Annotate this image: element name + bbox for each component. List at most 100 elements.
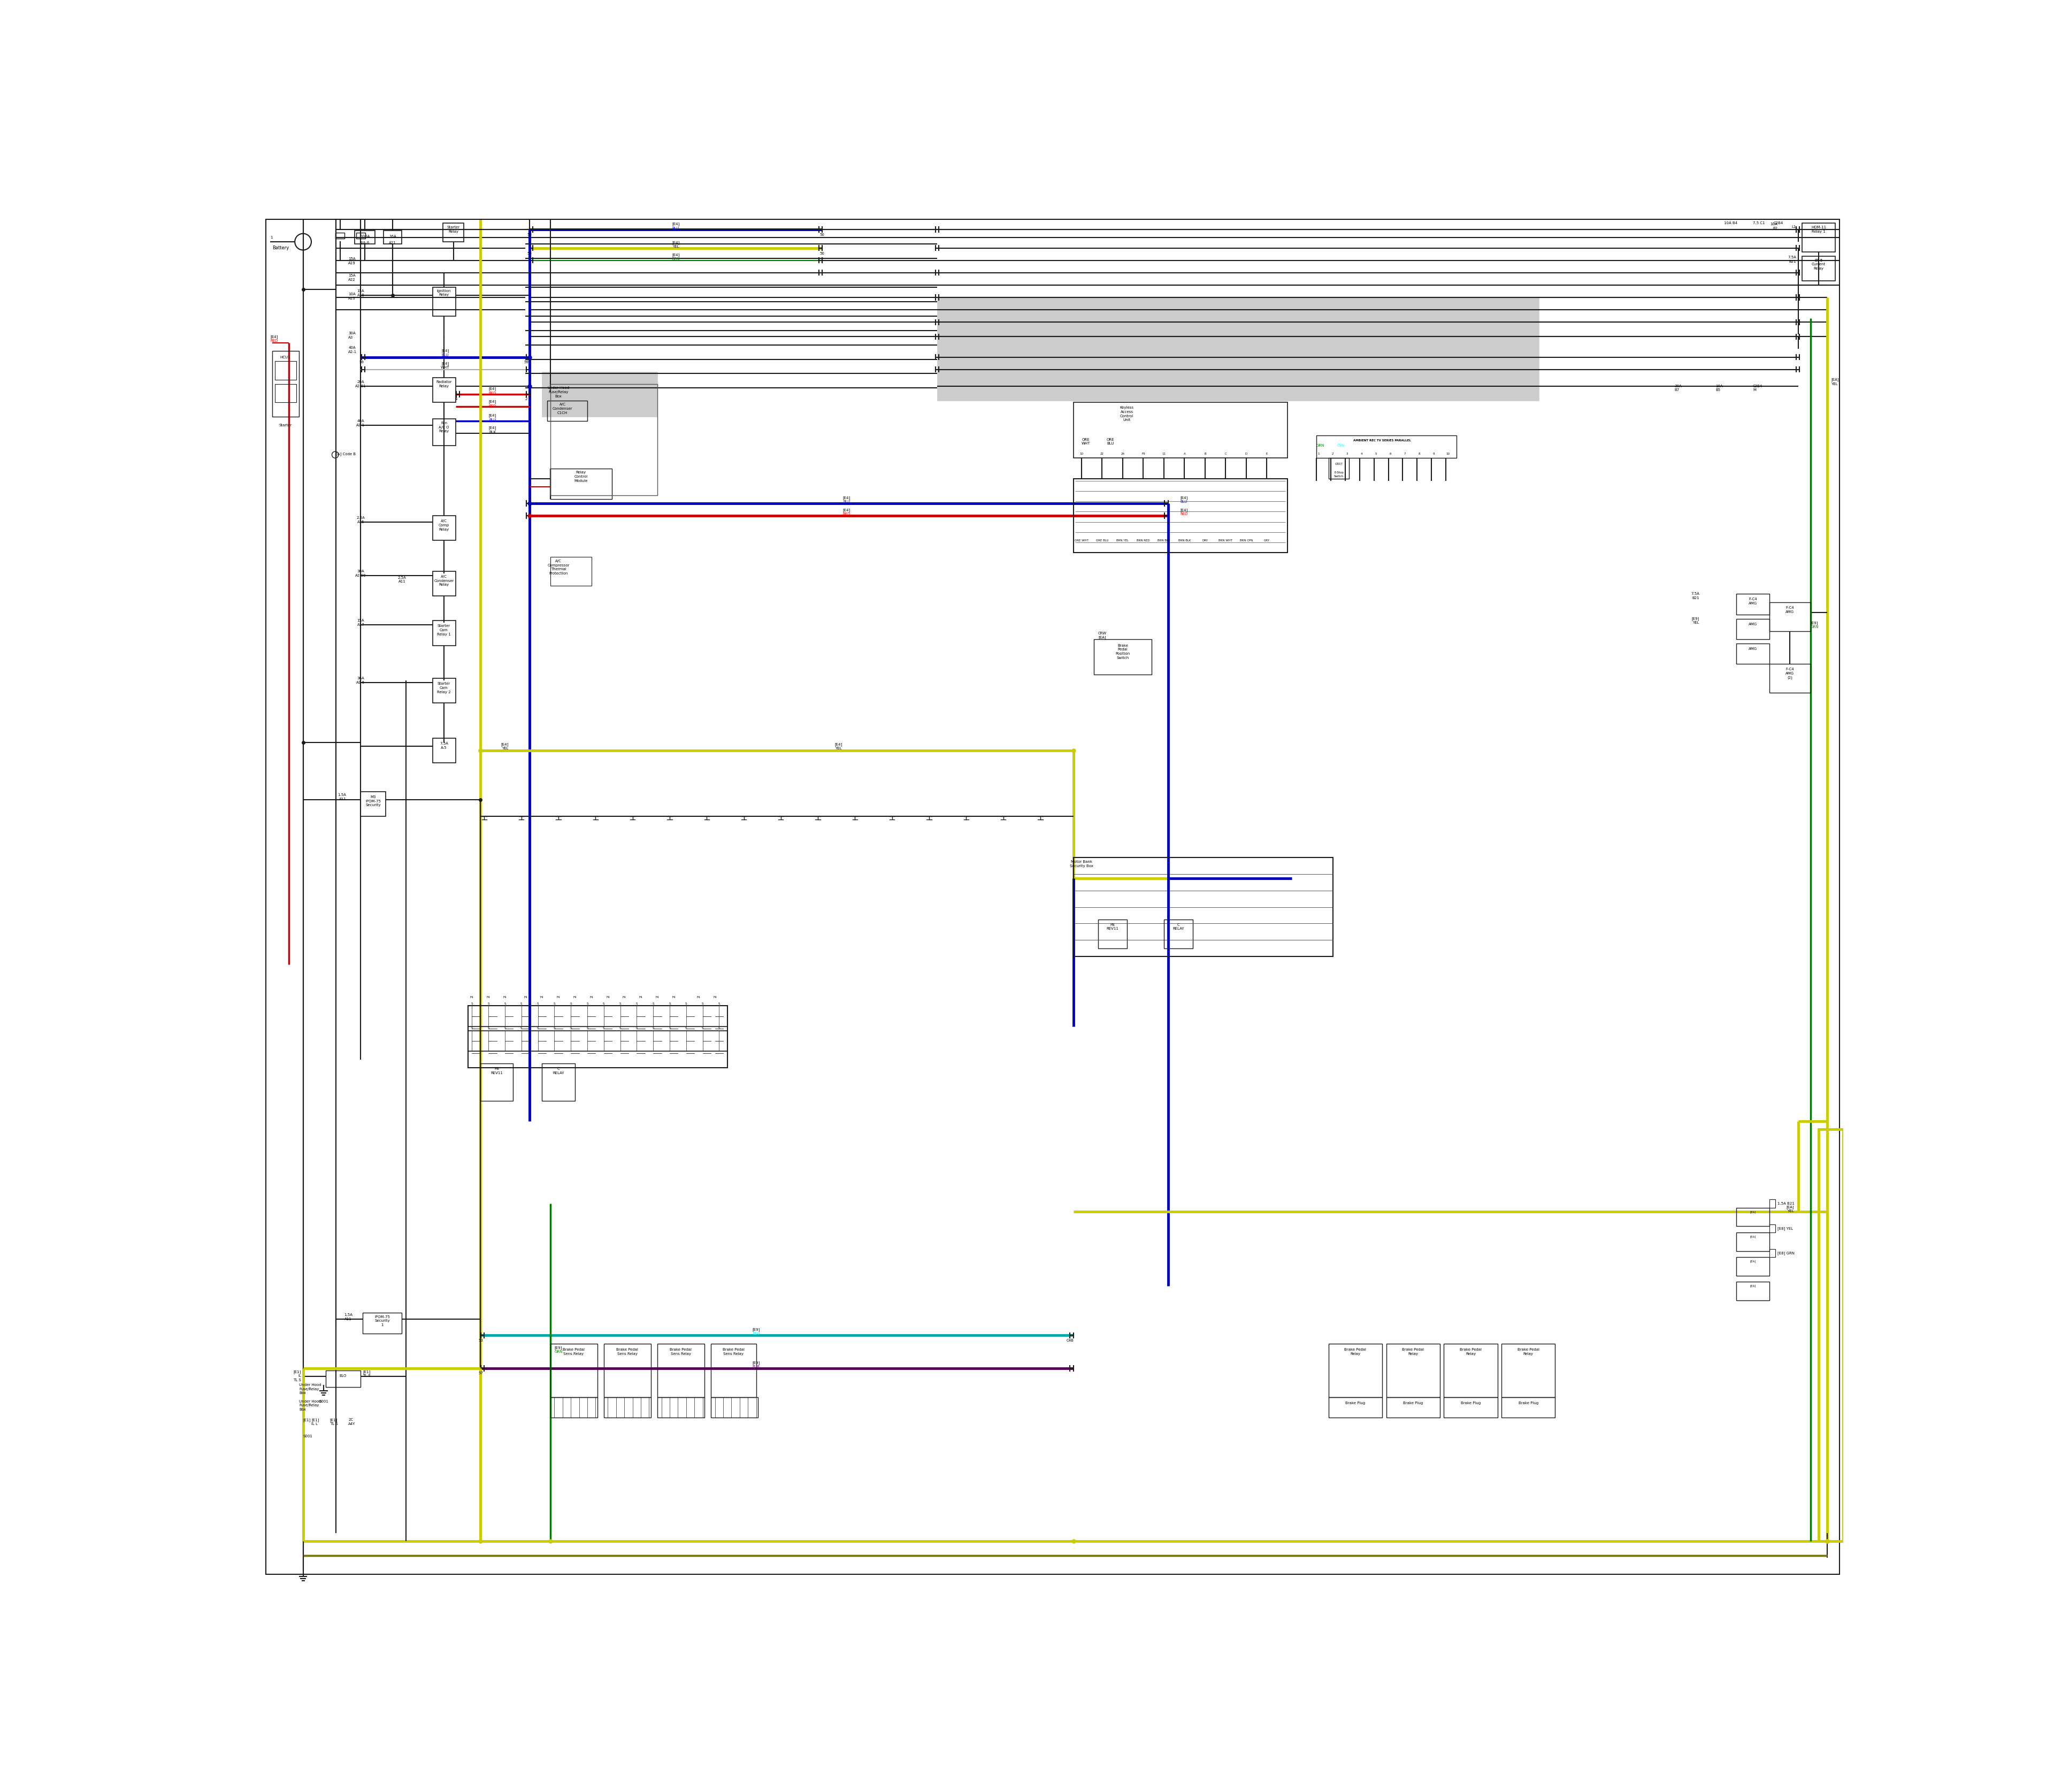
Text: Relay 1: Relay 1 <box>1812 229 1826 233</box>
Bar <box>1736 618 1768 640</box>
Text: 15A: 15A <box>349 258 355 260</box>
Text: Current: Current <box>1812 263 1826 265</box>
Text: [E1]: [E1] <box>331 1417 337 1421</box>
Text: Keyless: Keyless <box>1119 407 1134 409</box>
Text: A17: A17 <box>357 624 364 627</box>
Text: F4: F4 <box>487 996 491 998</box>
Bar <box>275 362 296 380</box>
Text: B21: B21 <box>1789 260 1795 263</box>
Text: AMBIENT REC TV SERIES PARALLEL: AMBIENT REC TV SERIES PARALLEL <box>1354 439 1411 443</box>
Text: [A] Code B: [A] Code B <box>337 452 355 455</box>
Text: F4: F4 <box>655 996 659 998</box>
Bar <box>711 1398 758 1417</box>
Text: B21: B21 <box>1692 597 1699 600</box>
Text: Protection: Protection <box>548 572 567 575</box>
Text: 7.5A: 7.5A <box>440 742 448 745</box>
Text: A/C: A/C <box>555 559 561 563</box>
Text: [E9]: [E9] <box>752 1360 760 1364</box>
Text: RED: RED <box>1181 513 1187 516</box>
Text: [E4]: [E4] <box>489 400 497 403</box>
Text: HCU1: HCU1 <box>279 355 290 358</box>
Text: Fuse/Relay: Fuse/Relay <box>300 1403 318 1407</box>
Bar <box>550 1398 598 1417</box>
Text: AMG: AMG <box>1785 609 1795 613</box>
Text: Brake: Brake <box>1117 643 1128 647</box>
Text: [E1]: [E1] <box>294 1369 302 1373</box>
Text: A/C O: A/C O <box>440 425 450 428</box>
Text: F-C4: F-C4 <box>1785 668 1793 670</box>
Text: M3: M3 <box>370 796 376 799</box>
Text: (2): (2) <box>1787 676 1793 679</box>
Text: 1: 1 <box>271 237 273 240</box>
Bar <box>604 1344 651 1398</box>
Bar <box>1095 640 1152 674</box>
Bar <box>1329 1398 1382 1417</box>
Text: Relay: Relay <box>1524 1353 1534 1355</box>
Bar <box>444 224 464 242</box>
Text: TL S: TL S <box>364 1374 370 1378</box>
Text: HOM-11: HOM-11 <box>1812 226 1826 229</box>
Text: Brake Pedal: Brake Pedal <box>1345 1348 1366 1351</box>
Text: IPOM-75: IPOM-75 <box>366 799 380 803</box>
Text: Starter: Starter <box>438 624 450 627</box>
Text: RED: RED <box>489 405 497 407</box>
Text: A11: A11 <box>339 797 347 801</box>
Text: IPOM-75: IPOM-75 <box>374 1315 390 1319</box>
Text: Box: Box <box>555 394 563 398</box>
Text: 30A: 30A <box>1674 383 1682 387</box>
Text: BLU: BLU <box>489 418 497 421</box>
Text: 50: 50 <box>528 233 532 237</box>
Text: B5: B5 <box>1715 389 1721 392</box>
Text: F4: F4 <box>573 996 577 998</box>
Text: 10: 10 <box>1446 453 1450 455</box>
Text: Sens Relay: Sens Relay <box>563 1353 583 1355</box>
Text: IL: IL <box>298 1374 302 1378</box>
Text: Sens Relay: Sens Relay <box>723 1353 744 1355</box>
Bar <box>468 1005 727 1027</box>
Text: ORE BLU: ORE BLU <box>1097 539 1109 541</box>
Text: Condenser: Condenser <box>553 407 573 410</box>
Bar <box>355 231 376 244</box>
Text: 4: 4 <box>456 398 458 401</box>
Bar <box>355 233 366 238</box>
Text: GR07: GR07 <box>1335 462 1343 466</box>
Text: Box: Box <box>300 1409 306 1410</box>
Text: Motor Bank: Motor Bank <box>1070 860 1093 864</box>
Text: GRN: GRN <box>555 1349 563 1353</box>
Text: 50: 50 <box>820 251 824 254</box>
Text: AMG: AMG <box>1748 622 1756 625</box>
Text: [EA]: [EA] <box>1750 1285 1756 1287</box>
Text: GRY: GRY <box>1263 539 1269 541</box>
Text: 57: 57 <box>479 1371 483 1374</box>
Text: F4: F4 <box>622 996 626 998</box>
Text: BT-5: BT-5 <box>1814 258 1822 262</box>
Bar <box>1074 858 1333 957</box>
Bar <box>1736 1281 1768 1301</box>
Bar <box>1736 643 1768 665</box>
Bar <box>1801 224 1834 253</box>
Bar <box>1444 1344 1497 1398</box>
Text: A-5: A-5 <box>442 745 448 749</box>
Text: [E1]: [E1] <box>312 1417 318 1421</box>
Text: BRN RED: BRN RED <box>1136 539 1150 541</box>
Text: C2B4: C2B4 <box>1773 222 1783 224</box>
Text: A2-6: A2-6 <box>357 681 366 685</box>
Text: A18: A18 <box>357 294 364 297</box>
Text: CYN: CYN <box>1337 444 1345 448</box>
Bar <box>468 1005 727 1068</box>
Text: Relay: Relay <box>1407 1353 1417 1355</box>
Text: PUR: PUR <box>752 1366 760 1369</box>
Text: 1.5A: 1.5A <box>337 794 347 797</box>
Text: 11: 11 <box>1163 453 1167 455</box>
Text: 7.5 C1: 7.5 C1 <box>1752 222 1764 224</box>
Text: A25: A25 <box>357 520 364 523</box>
Text: [E4]: [E4] <box>672 240 680 244</box>
Text: 1.5A: 1.5A <box>345 1314 353 1317</box>
Text: 59: 59 <box>524 360 528 364</box>
Text: Battery: Battery <box>273 246 290 251</box>
Text: CRW: CRW <box>1097 631 1107 634</box>
Text: [E4]: [E4] <box>842 509 850 513</box>
Text: Security: Security <box>374 1319 390 1322</box>
Text: F4: F4 <box>672 996 676 998</box>
Bar <box>1444 1398 1497 1417</box>
